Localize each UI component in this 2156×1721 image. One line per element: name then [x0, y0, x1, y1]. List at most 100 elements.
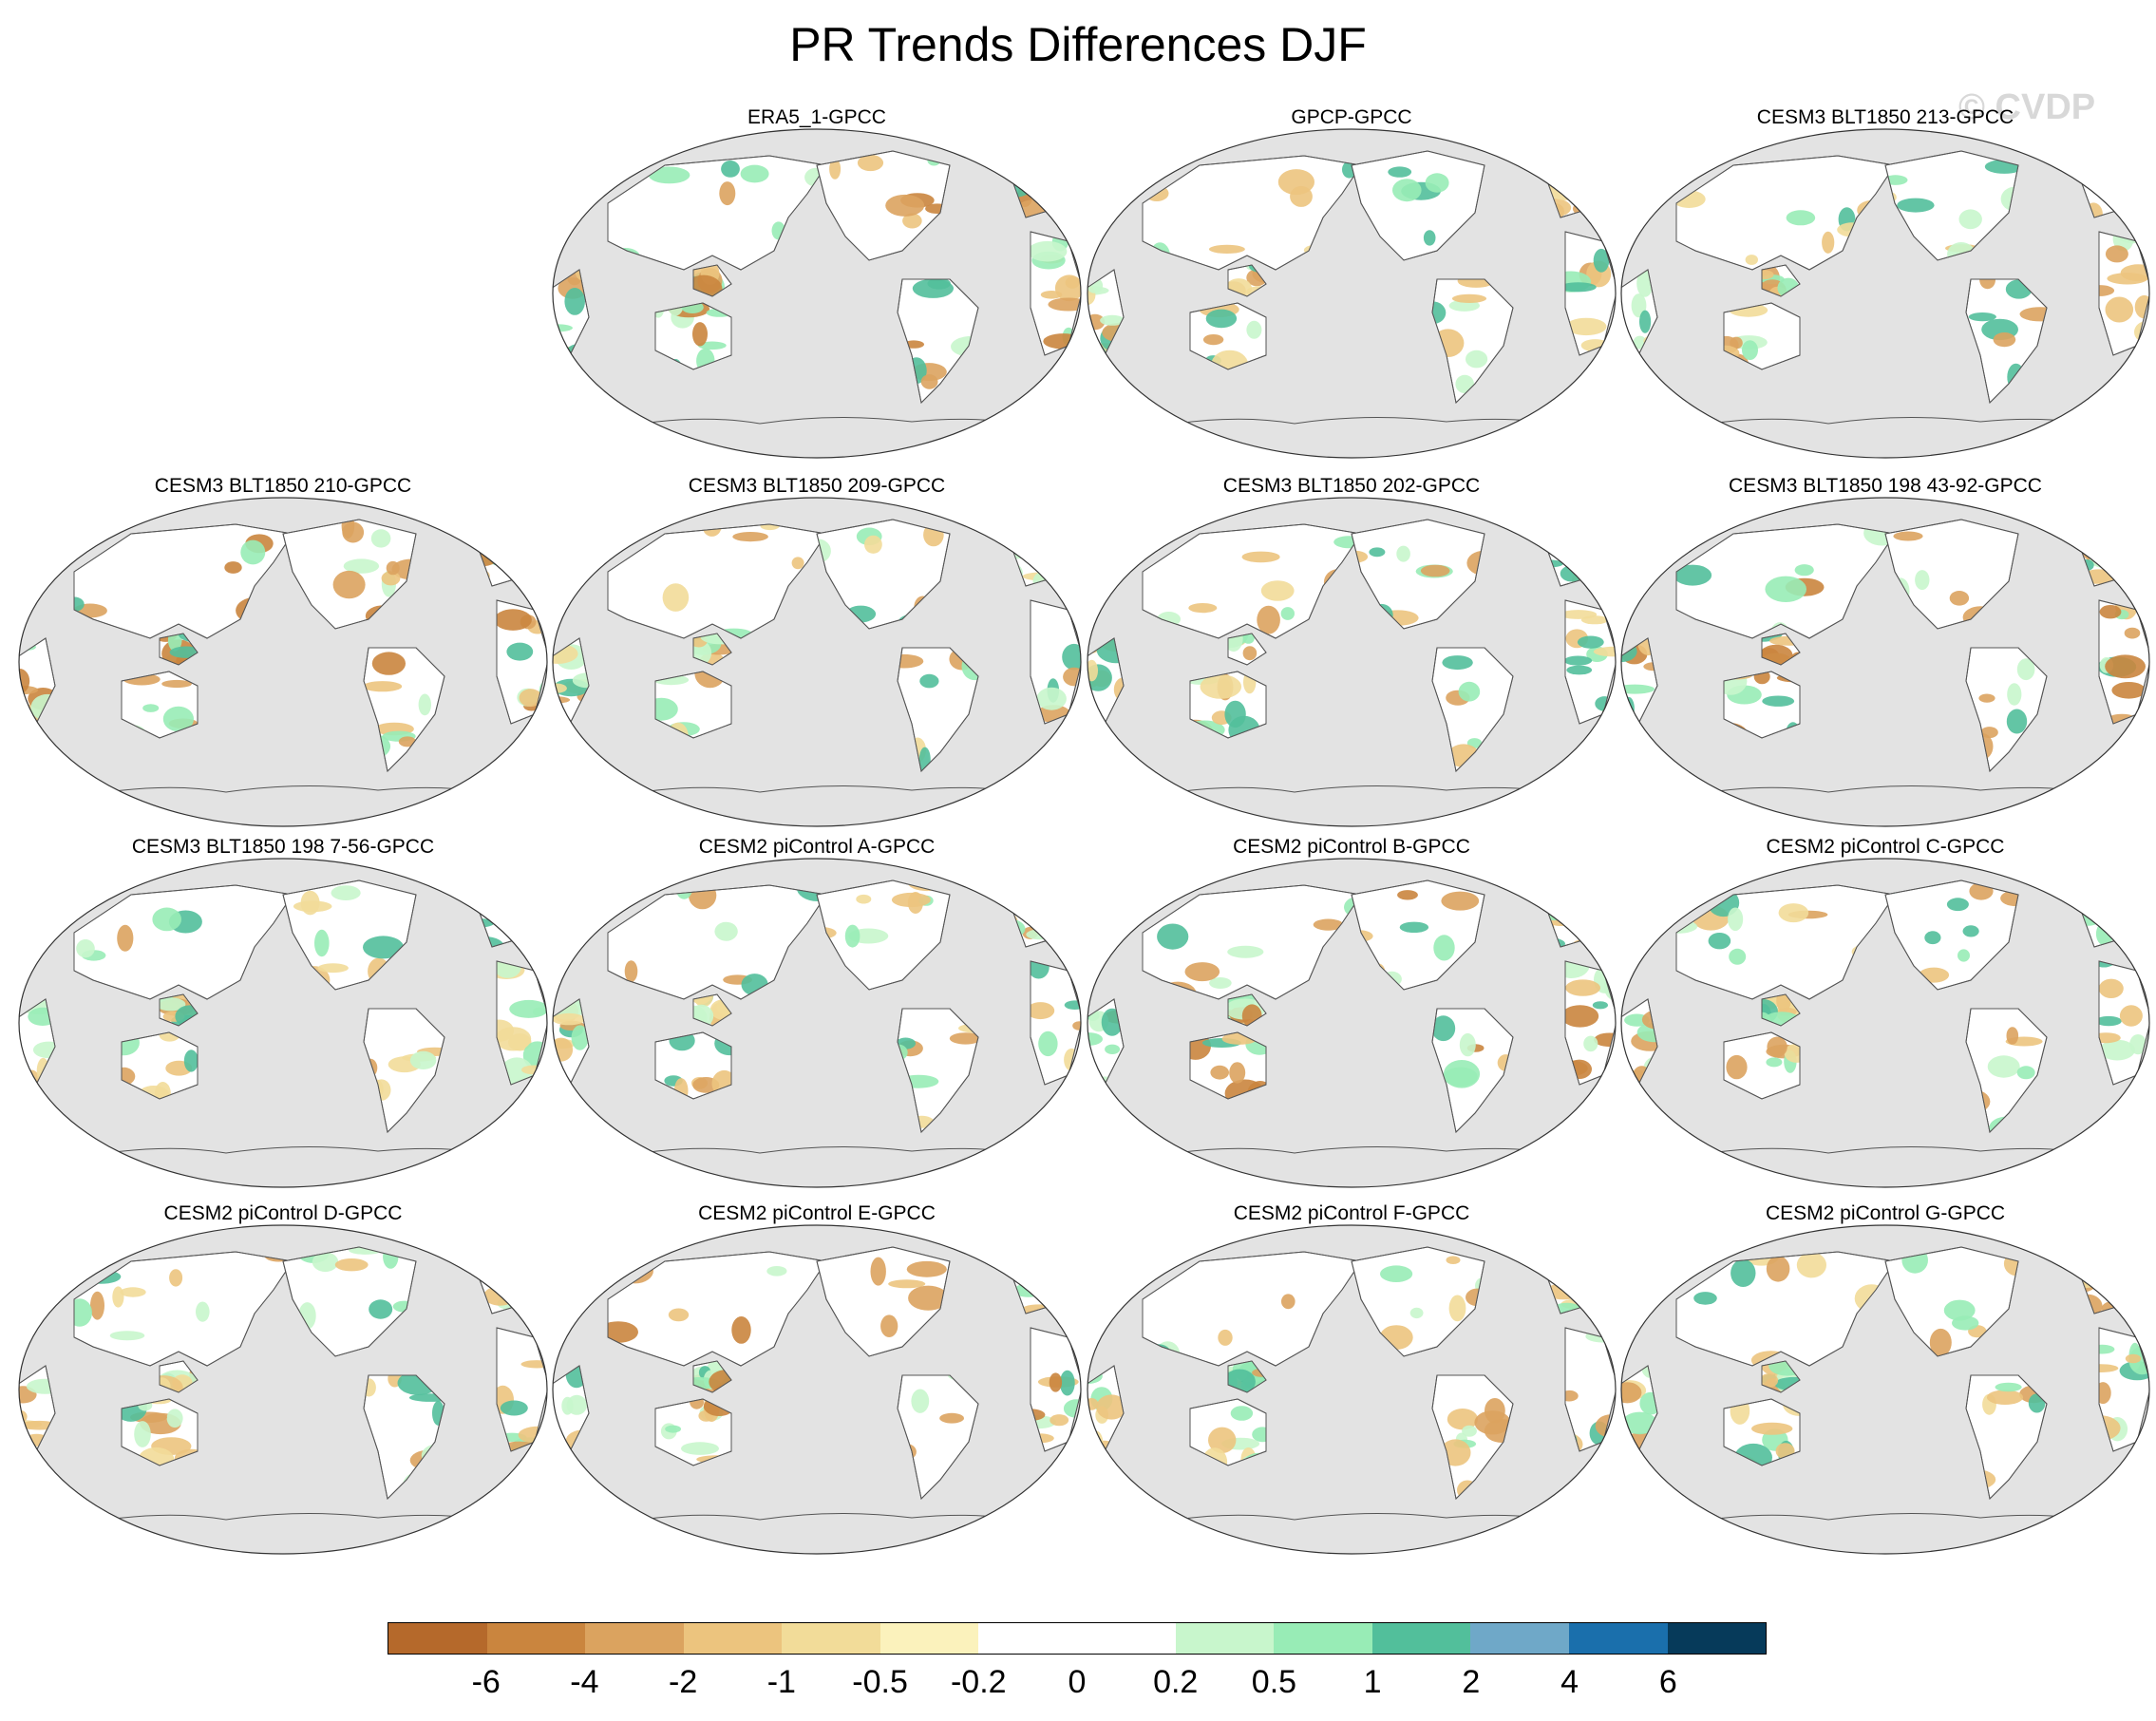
- anomaly-patch: [109, 1331, 145, 1341]
- anomaly-patch: [891, 892, 931, 908]
- anomaly-patch: [1218, 1329, 1233, 1346]
- anomaly-patch: [500, 916, 528, 929]
- colorbar-segment: [1077, 1623, 1176, 1654]
- antarctica-coast: [1621, 785, 2149, 826]
- anomaly-patch: [1242, 646, 1258, 661]
- anomaly-patch: [505, 895, 534, 901]
- coastline: [282, 519, 417, 630]
- anomaly-patch: [1594, 1032, 1616, 1048]
- coastline: [1431, 278, 1514, 405]
- map-boundary: [1087, 858, 1617, 1188]
- coastline: [692, 264, 732, 297]
- panel-title: CESM2 piControl A-GPCC: [698, 836, 936, 858]
- anomaly-patch: [791, 557, 804, 570]
- colorbar-tick-label: 2: [1462, 1664, 1481, 1700]
- coastline: [607, 155, 827, 271]
- anomaly-patch: [911, 1389, 930, 1413]
- anomaly-patch: [511, 534, 539, 550]
- anomaly-patch: [1088, 1430, 1104, 1451]
- anomaly-patch: [293, 900, 332, 913]
- anomaly-patch: [714, 921, 738, 941]
- robinson-map: [1620, 858, 2150, 1188]
- anomaly-patch: [888, 1279, 926, 1289]
- colorbar-tick-label: 4: [1560, 1664, 1579, 1700]
- anomaly-patch: [1458, 681, 1481, 702]
- anomaly-patch: [648, 166, 690, 184]
- anomaly-patch: [1745, 255, 1758, 265]
- coastline: [553, 1365, 590, 1452]
- map-panel: CESM3 BLT1850 209-GPCC: [551, 475, 1083, 836]
- anomaly-patch: [1605, 349, 1616, 355]
- coastline: [19, 637, 56, 725]
- anomaly-patch: [484, 534, 511, 546]
- coastline: [692, 993, 732, 1027]
- coastline: [1965, 278, 2048, 405]
- map-boundary: [552, 1224, 1082, 1555]
- anomaly-patch: [1050, 1414, 1069, 1427]
- colorbar-tick-label: -1: [766, 1664, 796, 1700]
- coastline: [1351, 1246, 1485, 1357]
- anomaly-patch: [342, 521, 365, 543]
- anomaly-patch: [1580, 615, 1609, 625]
- anomaly-patch: [1729, 948, 1747, 965]
- anomaly-patch: [369, 1299, 393, 1319]
- colorbar-tick-label: 6: [1658, 1664, 1677, 1700]
- anomaly-patch: [363, 936, 404, 959]
- anomaly-patch: [1565, 282, 1597, 293]
- anomaly-patch: [1063, 1399, 1081, 1418]
- anomaly-patch: [224, 561, 242, 574]
- anomaly-patch: [2113, 544, 2142, 558]
- anomaly-patch: [721, 161, 740, 178]
- coastline: [654, 1031, 732, 1100]
- anomaly-patch: [1392, 179, 1422, 202]
- anomaly-patch: [2124, 627, 2141, 639]
- anomaly-patch: [1313, 918, 1344, 931]
- anomaly-patch: [1943, 1299, 1976, 1321]
- anomaly-patch: [1577, 534, 1608, 540]
- coastline: [692, 1360, 732, 1393]
- coastline: [1142, 1251, 1362, 1367]
- robinson-map: [1087, 858, 1617, 1188]
- anomaly-patch: [1676, 1253, 1716, 1261]
- coastline: [1227, 264, 1267, 297]
- anomaly-patch: [2140, 1428, 2149, 1451]
- anomaly-patch: [1420, 564, 1450, 577]
- anomaly-patch: [2104, 534, 2128, 543]
- anomaly-patch: [2118, 1272, 2142, 1281]
- anomaly-patch: [331, 885, 361, 900]
- anomaly-patch: [1184, 962, 1220, 982]
- anomaly-patch: [381, 571, 401, 586]
- anomaly-patch: [497, 1027, 532, 1051]
- colorbar-segment: [486, 1623, 586, 1654]
- coastline: [1351, 519, 1485, 630]
- anomaly-patch: [2099, 978, 2124, 999]
- map-panel: CESM2 piControl C-GPCC: [1619, 836, 2151, 1197]
- anomaly-patch: [2000, 890, 2018, 907]
- anomaly-patch: [1396, 545, 1410, 562]
- anomaly-patch: [1979, 279, 1996, 290]
- anomaly-patch: [1200, 674, 1242, 699]
- anomaly-patch: [1208, 1427, 1237, 1453]
- anomaly-patch: [2089, 553, 2126, 569]
- map-boundary: [1620, 1224, 2150, 1555]
- robinson-map: [552, 858, 1082, 1188]
- anomaly-patch: [1260, 580, 1295, 601]
- antarctica-coast: [553, 785, 1081, 826]
- map-panel: CESM3 BLT1850 198 7-56-GPCC: [17, 836, 549, 1197]
- anomaly-patch: [1915, 570, 1930, 591]
- anomaly-patch: [76, 1252, 103, 1260]
- coastline: [159, 1360, 199, 1393]
- coastline: [1723, 302, 1801, 370]
- anomaly-patch: [134, 1421, 151, 1447]
- panel-title: CESM3 BLT1850 202-GPCC: [1222, 475, 1481, 497]
- anomaly-patch: [1036, 687, 1067, 710]
- coastline: [1431, 1374, 1514, 1501]
- anomaly-patch: [169, 1269, 183, 1287]
- map-panel: CESM3 BLT1850 210-GPCC: [17, 475, 549, 836]
- robinson-map: [18, 497, 548, 827]
- anomaly-patch: [1794, 564, 1814, 577]
- anomaly-patch: [497, 961, 521, 978]
- anomaly-patch: [1957, 949, 1970, 962]
- anomaly-patch: [662, 583, 690, 612]
- coastline: [363, 647, 445, 773]
